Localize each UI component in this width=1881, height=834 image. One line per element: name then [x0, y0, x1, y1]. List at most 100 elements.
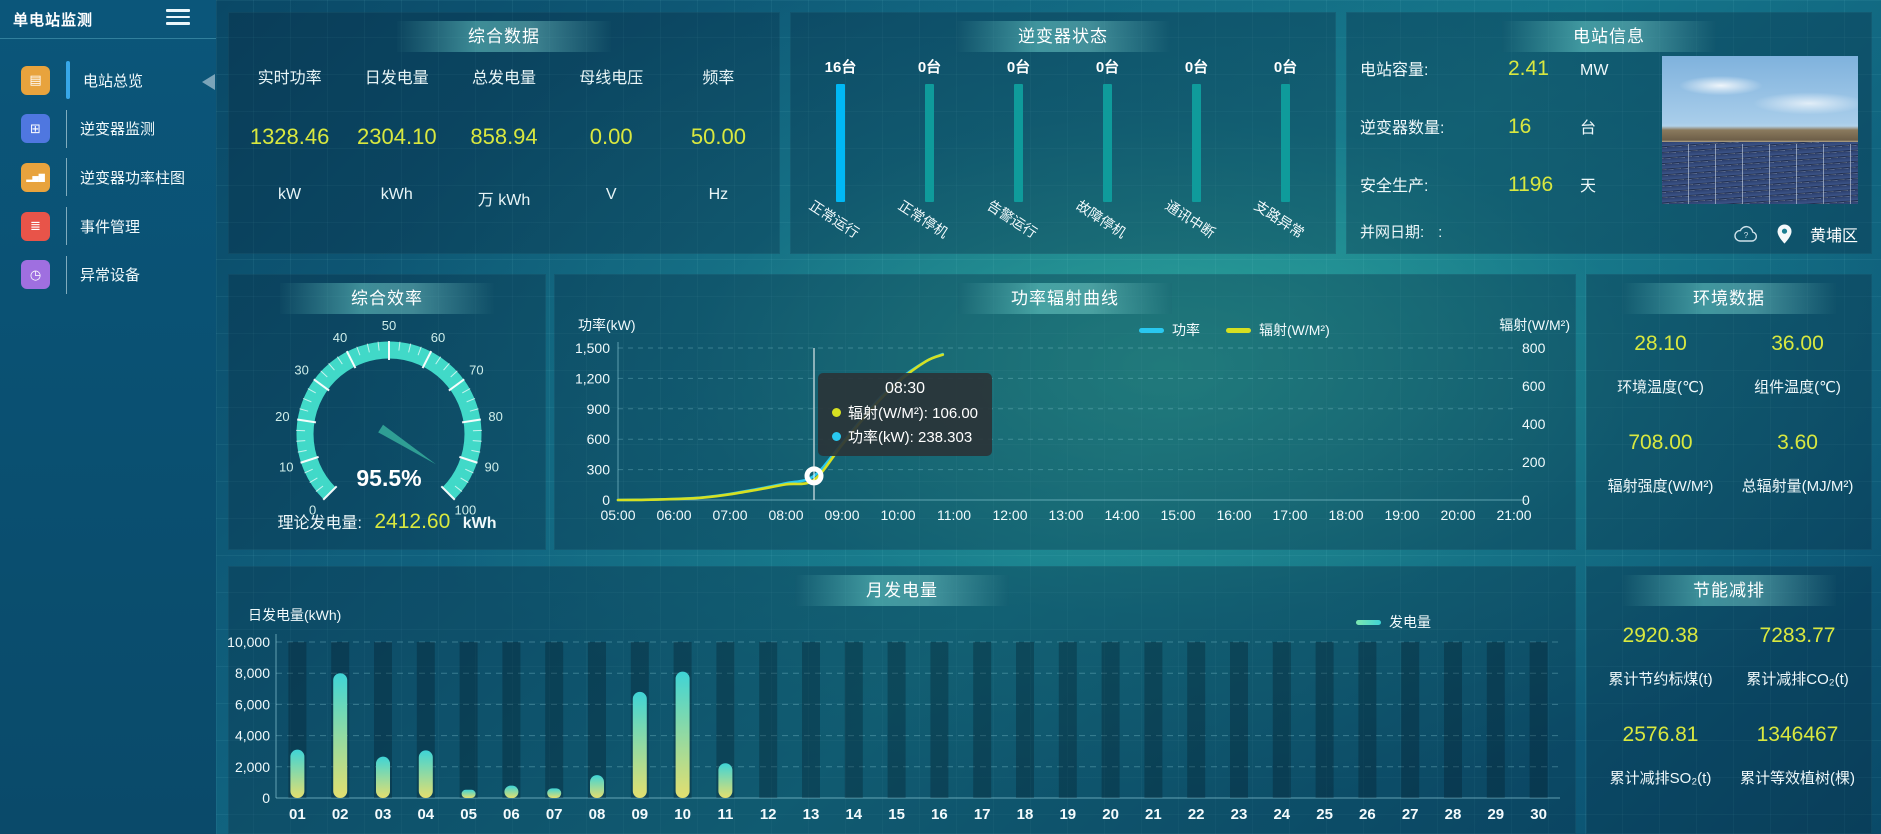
x-axis-tick: 19 — [1059, 806, 1076, 823]
event-management-icon: ≣ — [21, 211, 50, 241]
tooltip-row: 功率(kW): 238.303 — [832, 426, 978, 447]
panel-title: 节能减排 — [1622, 575, 1836, 606]
inverter-power-bars-icon: ▂▅▇ — [21, 162, 50, 192]
bar-backdrop — [1058, 642, 1077, 798]
status-label-wrap: 正常运行 — [796, 197, 885, 253]
monthly-generation-chart[interactable]: 0 2,000 4,000 6,000 8,000 10,000 日发电量(kWh) 01 02… — [228, 566, 1576, 834]
gauge-tick — [469, 408, 479, 412]
gauge-tick — [466, 397, 476, 403]
theoretical-generation-unit: kWh — [462, 515, 497, 532]
gauge-tick — [461, 418, 482, 424]
kv-value: 2576.81 — [1622, 723, 1699, 746]
left-axis-title: 功率(kW) — [578, 317, 636, 333]
right-axis-tick: 400 — [1522, 416, 1546, 432]
sidebar-item-label: 逆变器监测 — [80, 121, 156, 139]
bar-backdrop — [1016, 642, 1034, 798]
bar-backdrop — [1144, 642, 1163, 798]
x-axis-tick: 16 — [931, 806, 948, 823]
x-axis-tick: 30 — [1530, 806, 1547, 823]
metric-value: 1328.46 — [249, 124, 330, 149]
gauge-tick — [322, 485, 338, 501]
bar-day-08 — [590, 775, 604, 798]
status-label-wrap: 通讯中断 — [1152, 197, 1241, 253]
station-info-value: 16 — [1508, 115, 1532, 138]
bar-backdrop — [1444, 642, 1462, 798]
gauge-tick — [345, 350, 357, 369]
kv-label: 总辐射量(MJ/M²) — [1741, 478, 1854, 495]
kv-metric: 36.00 组件温度(℃) — [1729, 332, 1866, 397]
weather-cloud-icon[interactable]: ? — [1733, 225, 1759, 243]
station-info-unit: 台 — [1580, 120, 1597, 137]
bar-day-04 — [418, 750, 433, 798]
inverter-status-column: 0台故障停机 — [1063, 56, 1152, 253]
x-axis-tick: 05 — [460, 806, 477, 823]
bar-chart-legend: 发电量 — [1356, 612, 1431, 632]
left-axis-tick: 900 — [587, 401, 611, 417]
gauge-tick — [309, 477, 318, 484]
gauge-tick — [417, 346, 422, 356]
status-label-wrap: 告警运行 — [974, 197, 1063, 253]
panel-summary-data: 综合数据 实时功率 1328.46 kW 日发电量 2304.10 kWh 总发电量 858.… — [228, 12, 780, 254]
x-axis-tick: 16:00 — [1216, 507, 1251, 523]
gauge-tick — [315, 485, 324, 492]
metric-label: 频率 — [702, 70, 735, 87]
x-axis-tick: 27 — [1402, 806, 1419, 823]
location-pin-icon[interactable] — [1777, 224, 1792, 244]
panel-title: 逆变器状态 — [956, 21, 1170, 52]
tooltip-rows: 辐射(W/M²): 106.00 功率(kW): 238.303 — [832, 402, 978, 447]
sidebar-item-3[interactable]: ▂▅▇ 逆变器功率柱图 — [0, 155, 216, 199]
gauge-tick — [320, 370, 328, 378]
gauge-tick — [454, 485, 463, 492]
gauge-tick — [366, 343, 370, 353]
station-overview-icon: ▤ — [21, 65, 50, 95]
left-axis-tick: 1,200 — [575, 370, 610, 386]
kv-label: 组件温度(℃) — [1754, 379, 1841, 396]
metric-unit: kW — [278, 186, 302, 203]
legend-item[interactable]: 发电量 — [1356, 612, 1431, 632]
inverter-count: 0台 — [1095, 59, 1120, 76]
bar-backdrop — [1401, 642, 1420, 798]
gauge-tick — [440, 485, 456, 501]
right-axis-title: 辐射(W/M²) — [1499, 317, 1570, 333]
legend-item[interactable]: 功率 — [1139, 320, 1200, 340]
theoretical-generation-value: 2412.60 — [374, 510, 451, 533]
sidebar-item-1[interactable]: ▤ 电站总览 — [0, 58, 216, 102]
status-label-wrap: 故障停机 — [1063, 197, 1152, 253]
panel-title: 综合数据 — [397, 21, 611, 52]
x-axis-tick: 11 — [717, 806, 733, 823]
app-title: 单电站监测 — [13, 12, 94, 29]
bar-day-06 — [504, 785, 519, 798]
left-axis-tick: 0 — [602, 492, 610, 508]
bar-backdrop — [887, 642, 906, 798]
metric-label: 实时功率 — [257, 70, 322, 87]
grid-date-label: 并网日期: — [1360, 224, 1425, 241]
right-axis-tick: 600 — [1522, 378, 1546, 394]
status-bar — [1103, 84, 1112, 202]
summary-metric: 总发电量 858.94 万 kWh — [450, 64, 557, 210]
gauge-tick — [448, 378, 465, 392]
gauge-tick-label: 100 — [455, 502, 477, 517]
x-axis-tick: 14:00 — [1104, 507, 1139, 523]
metric-unit: Hz — [708, 186, 729, 203]
panel-title: 环境数据 — [1622, 283, 1836, 314]
hamburger-menu-icon[interactable] — [166, 9, 190, 27]
y-axis-title: 日发电量(kWh) — [248, 607, 341, 623]
panel-title: 电站信息 — [1502, 21, 1716, 52]
status-bar — [1192, 84, 1201, 202]
station-info-row: 安全生产: 1196 天 — [1360, 172, 1608, 230]
sidebar-item-5[interactable]: ◷ 异常设备 — [0, 253, 216, 297]
status-label: 通讯中断 — [1161, 197, 1218, 241]
sidebar-collapse-icon[interactable] — [202, 74, 215, 90]
gauge-needle — [378, 424, 437, 465]
kv-value: 1346467 — [1756, 723, 1839, 746]
gauge-tick-label: 30 — [294, 363, 308, 378]
svg-text:?: ? — [1744, 231, 1749, 240]
x-axis-tick: 04 — [417, 806, 434, 823]
panel-monthly-generation: 月发电量 发电量 0 2,000 4,000 6,000 8,000 10,000 日发电量… — [228, 566, 1576, 834]
sidebar-item-4[interactable]: ≣ 事件管理 — [0, 204, 216, 248]
bar-day-09 — [632, 691, 647, 798]
gauge-tick — [465, 468, 474, 474]
sidebar-item-2[interactable]: ⊞ 逆变器监测 — [0, 107, 216, 151]
legend-item[interactable]: 辐射(W/M²) — [1226, 320, 1330, 340]
